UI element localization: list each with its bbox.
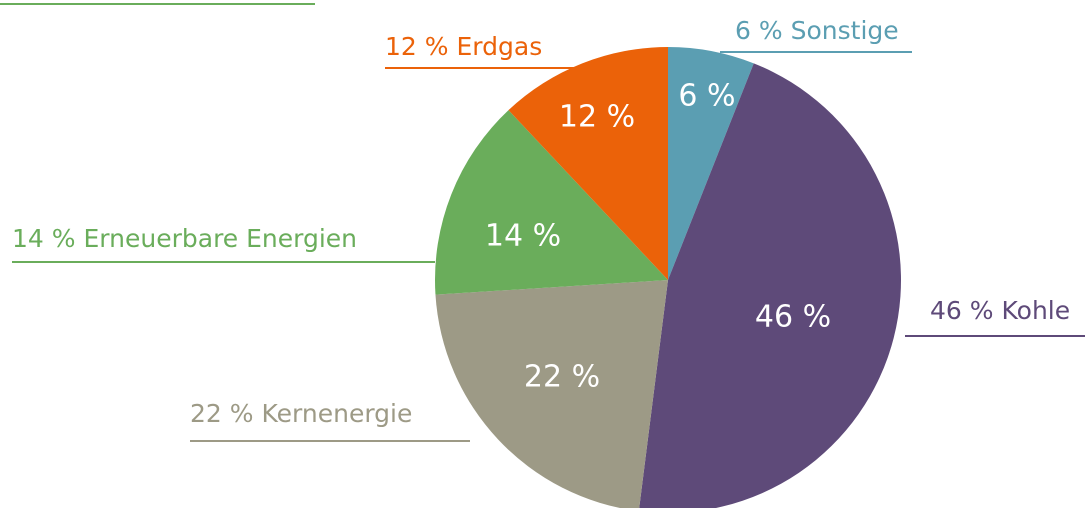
legend-label: 46 % Kohle: [930, 296, 1070, 325]
legend-label: 6 % Sonstige: [735, 16, 899, 45]
legend-label: 12 % Erdgas: [385, 32, 542, 61]
legend-label: 14 % Erneuerbare Energien: [12, 224, 357, 253]
legend-label: 22 % Kernenergie: [190, 399, 412, 428]
legend-name: Kernenergie: [262, 399, 413, 428]
legend-value: 6 %: [735, 16, 783, 45]
pie-slice: [435, 110, 668, 295]
slice-label: 14 %: [485, 219, 561, 254]
legend-name: Erneuerbare Energien: [84, 224, 358, 253]
slice-label: 46 %: [755, 300, 831, 335]
pie-slice: [435, 280, 668, 508]
slice-label: 22 %: [524, 360, 600, 395]
pie-slice: [508, 46, 668, 280]
legend-name: Sonstige: [791, 16, 899, 45]
pie-slice: [639, 63, 901, 508]
slice-label: 6 %: [678, 79, 735, 114]
legend-value: 14 %: [12, 224, 76, 253]
legend-value: 22 %: [190, 399, 254, 428]
legend-name: Erdgas: [457, 32, 543, 61]
legend-value: 46 %: [930, 296, 994, 325]
legend-name: Kohle: [1002, 296, 1071, 325]
legend-value: 12 %: [385, 32, 449, 61]
slice-label: 12 %: [559, 100, 635, 135]
pie-slice: [668, 47, 754, 280]
